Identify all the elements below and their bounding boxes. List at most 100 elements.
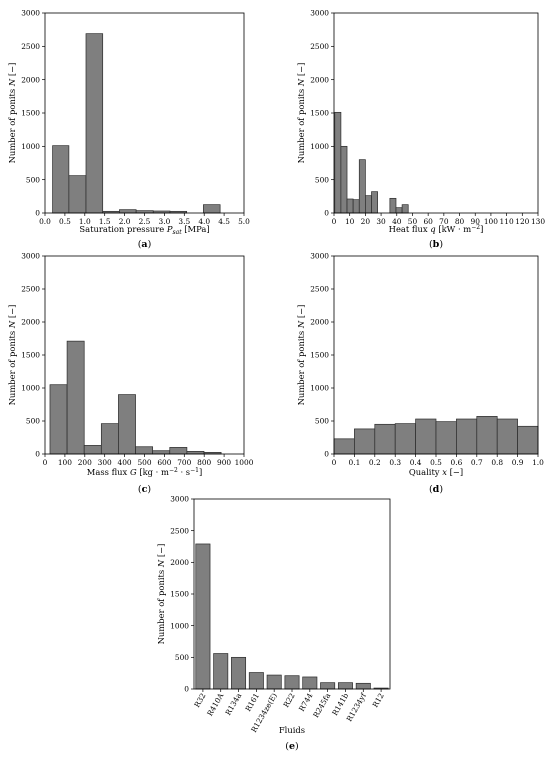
ytick-label-b-6: 3000: [310, 9, 329, 18]
ytick-label-c-0: 0: [35, 450, 40, 459]
xtick-label-c-10: 1000: [235, 458, 254, 467]
xtick-label-e-3: R161: [243, 692, 261, 714]
bar-d-2: [374, 423, 396, 455]
bar-b-5: [365, 195, 372, 214]
xtick-label-a-5: 2.5: [139, 217, 151, 226]
bar-d-9: [517, 425, 539, 455]
bar-c-0: [49, 384, 68, 455]
bar-c-6: [152, 450, 171, 455]
ytick-label-b-1: 500: [315, 175, 329, 184]
bar-b-9: [389, 197, 397, 214]
x-axis-label-b: Heat flux q [kW · m−2]: [389, 224, 484, 234]
ytick-label-c-2: 1000: [21, 384, 40, 393]
xtick-label-b-7: 70: [439, 217, 449, 226]
bar-a-4: [119, 209, 137, 214]
xtick-label-b-0: 0: [332, 217, 337, 226]
xtick-label-e-1: R410A: [205, 691, 226, 718]
bar-e-8: [337, 682, 353, 690]
bar-b-0: [334, 111, 342, 214]
bar-c-3: [100, 423, 119, 455]
xtick-label-b-8: 80: [455, 217, 465, 226]
ytick-label-d-6: 3000: [310, 252, 329, 261]
ytick-label-b-4: 2000: [310, 75, 329, 84]
xtick-label-d-10: 1.0: [532, 458, 544, 467]
xtick-label-c-4: 400: [118, 458, 132, 467]
bar-b-4: [358, 159, 366, 214]
y-axis-label-d: Number of ponits N [−]: [296, 305, 306, 406]
bar-c-2: [83, 445, 102, 455]
ytick-label-b-2: 1000: [310, 142, 329, 151]
bar-d-8: [496, 418, 518, 455]
bar-e-5: [284, 675, 300, 690]
xtick-label-a-4: 2.0: [119, 217, 131, 226]
bar-a-9: [203, 204, 221, 214]
chart-d: 0 500 1000 1500 2000 2500 3000 0 0.1 0.2 0.3 0.4 0.5…: [296, 252, 544, 495]
xtick-label-c-6: 600: [157, 458, 171, 467]
ytick-label-a-0: 0: [35, 209, 40, 218]
xtick-label-e-7: R245fa: [311, 691, 332, 719]
x-axis-label-a: Saturation pressure Psat [MPa]: [79, 224, 209, 236]
xtick-label-b-10: 100: [484, 217, 498, 226]
xtick-label-b-13: 130: [531, 217, 545, 226]
xtick-label-b-11: 110: [500, 217, 514, 226]
x-axis-label-e: Fluids: [279, 725, 305, 735]
bar-d-0: [333, 438, 355, 455]
bar-e-7: [320, 682, 336, 690]
xtick-label-a-7: 3.5: [178, 217, 190, 226]
ytick-label-c-6: 3000: [21, 252, 40, 261]
bar-d-6: [456, 418, 478, 455]
y-axis-label-b: Number of ponits N [−]: [296, 63, 306, 164]
bar-c-5: [135, 446, 154, 455]
ytick-label-c-3: 1500: [21, 351, 40, 360]
xtick-label-a-0: 0.0: [39, 217, 51, 226]
ytick-label-e-0: 0: [184, 685, 189, 694]
xtick-label-d-0: 0: [332, 458, 337, 467]
xtick-label-a-6: 3.0: [159, 217, 171, 226]
xtick-label-d-3: 0.3: [389, 458, 401, 467]
bar-d-5: [435, 421, 457, 455]
xtick-label-d-4: 0.4: [410, 458, 422, 467]
bar-c-4: [118, 394, 136, 455]
bar-c-1: [66, 340, 85, 455]
xtick-label-d-1: 0.1: [349, 458, 361, 467]
panel-label-e: (e): [285, 741, 298, 752]
ytick-label-a-1: 500: [26, 175, 40, 184]
bar-b-10: [395, 207, 403, 214]
bar-b-2: [346, 198, 354, 214]
ytick-label-e-4: 2000: [170, 558, 189, 567]
bar-d-4: [415, 418, 437, 455]
ytick-label-a-5: 2500: [21, 42, 40, 51]
xtick-label-c-2: 200: [78, 458, 92, 467]
xtick-label-a-10: 5.0: [238, 217, 250, 226]
xtick-label-b-2: 20: [361, 217, 371, 226]
xtick-label-c-3: 300: [98, 458, 112, 467]
ytick-label-a-2: 1000: [21, 142, 40, 151]
bar-c-7: [169, 447, 188, 455]
bar-b-1: [340, 145, 348, 214]
chart-b: 0 500 1000 1500 2000 2500 3000 0 10 20 30 40 50 60 70 8…: [296, 9, 545, 250]
xtick-label-c-5: 500: [137, 458, 151, 467]
ytick-label-a-6: 3000: [21, 9, 40, 18]
xtick-label-b-4: 40: [392, 217, 402, 226]
xtick-label-d-2: 0.2: [369, 458, 381, 467]
xtick-label-e-0: R32: [192, 692, 207, 709]
y-axis-label-c: Number of ponits N [−]: [7, 305, 17, 406]
x-axis-label-d: Quality x [−]: [409, 467, 463, 477]
ytick-label-d-3: 1500: [310, 351, 329, 360]
bar-e-6: [302, 676, 318, 690]
panel-label-c: (c): [138, 484, 151, 495]
panel-label-b: (b): [429, 239, 443, 250]
xtick-label-c-8: 800: [197, 458, 211, 467]
xtick-label-d-5: 0.5: [430, 458, 442, 467]
ytick-label-d-0: 0: [324, 450, 329, 459]
chart-a: 0 500 1000 1500 2000 2500 3000 0.0 0.5 1.0 1.5 2.0 2…: [7, 9, 250, 250]
xtick-label-e-5: R22: [281, 692, 296, 709]
xtick-label-b-9: 90: [471, 217, 481, 226]
bar-a-2: [85, 33, 104, 214]
ytick-label-b-3: 1500: [310, 109, 329, 118]
xtick-label-d-8: 0.8: [491, 458, 503, 467]
ytick-label-e-2: 1000: [170, 621, 189, 630]
bar-e-3: [248, 672, 264, 690]
bar-d-1: [354, 428, 376, 455]
